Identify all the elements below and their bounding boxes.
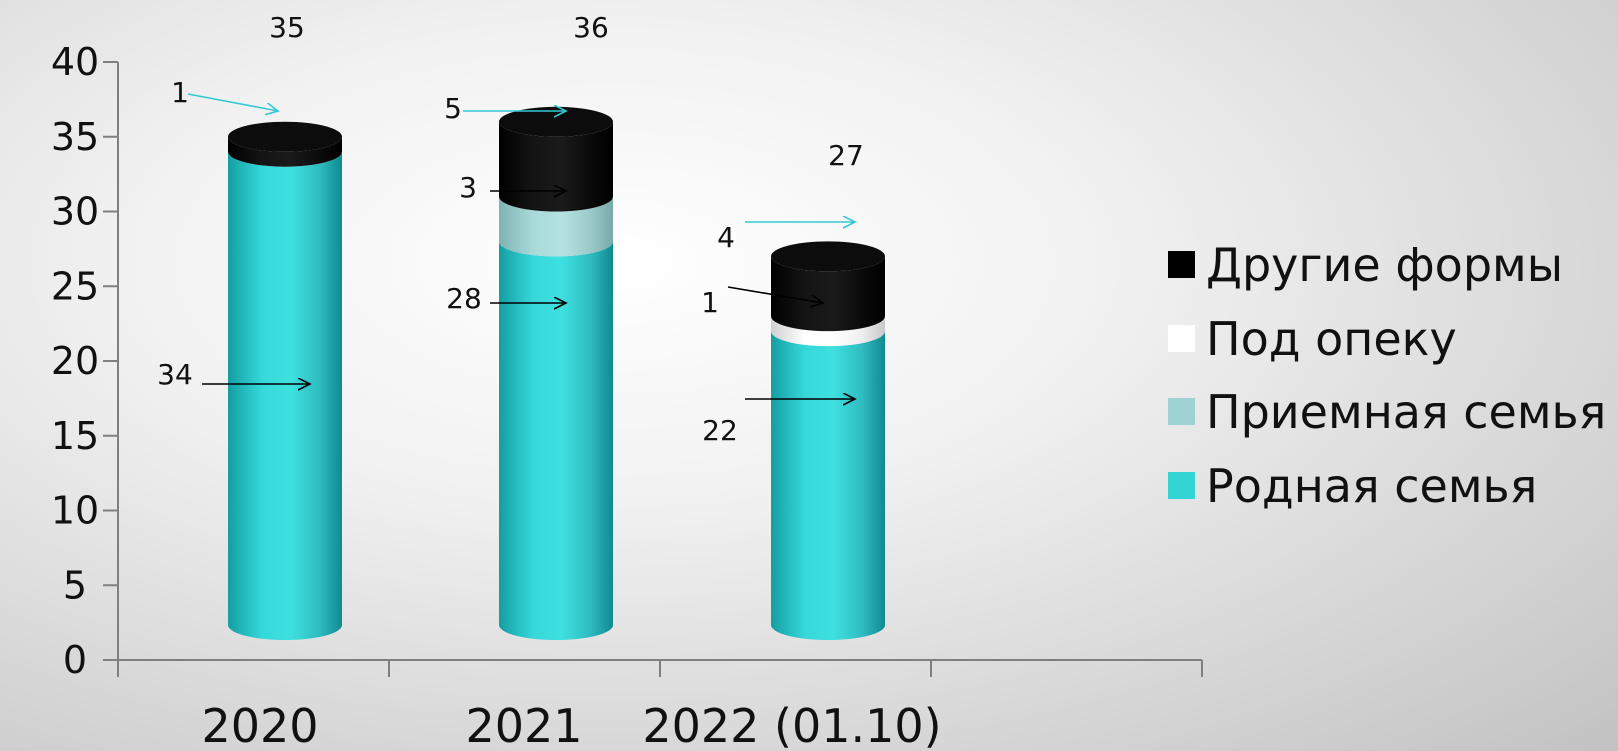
total-label: 36	[573, 11, 609, 44]
bar-segment	[228, 151, 342, 640]
legend-label: Другие формы	[1206, 238, 1563, 292]
bar-segment	[499, 241, 613, 640]
data-label: 1	[701, 286, 719, 319]
bar-top-cap	[771, 241, 885, 272]
total-label: 35	[269, 11, 305, 44]
legend-label: Под опеку	[1206, 312, 1457, 366]
bar-top-cap	[499, 106, 613, 137]
legend-swatch	[1168, 325, 1195, 352]
y-tick-label: 30	[51, 190, 99, 234]
y-tick-label: 10	[51, 489, 99, 533]
legend-swatch	[1168, 251, 1195, 278]
y-tick-label: 40	[51, 40, 99, 84]
y-tick-label: 35	[51, 115, 99, 159]
bar-segment	[771, 256, 885, 332]
bar-segment	[771, 331, 885, 640]
data-label: 3	[459, 171, 477, 204]
x-category-label: 2022 (01.10)	[642, 699, 941, 751]
data-label: 4	[717, 221, 735, 254]
legend: Другие формы Под опеку Приемная семья Родна…	[1168, 238, 1606, 513]
x-category-label: 2020	[201, 699, 318, 751]
legend-label: Родная семья	[1206, 459, 1537, 513]
x-category-label: 2021	[465, 699, 582, 751]
legend-swatch	[1168, 472, 1195, 499]
legend-label: Приемная семья	[1206, 385, 1606, 439]
data-label: 1	[171, 76, 189, 109]
data-label: 28	[446, 282, 482, 315]
bar-segment	[228, 136, 342, 167]
bar-top-cap	[228, 121, 342, 152]
total-label: 27	[828, 139, 864, 172]
y-tick-label: 25	[51, 264, 99, 308]
data-label: 34	[157, 358, 193, 391]
bar-segment	[499, 121, 613, 212]
y-tick-label: 0	[63, 638, 87, 682]
bar-segment	[499, 196, 613, 257]
data-label: 5	[444, 92, 462, 125]
y-tick-label: 15	[51, 414, 99, 458]
data-label-arrow	[727, 286, 823, 303]
legend-swatch	[1168, 398, 1195, 425]
y-tick-label: 5	[63, 563, 87, 607]
data-label: 22	[702, 414, 738, 447]
y-tick-label: 20	[51, 339, 99, 383]
bar-segment	[771, 316, 885, 347]
bars	[228, 106, 885, 640]
data-label-arrow	[187, 93, 278, 111]
